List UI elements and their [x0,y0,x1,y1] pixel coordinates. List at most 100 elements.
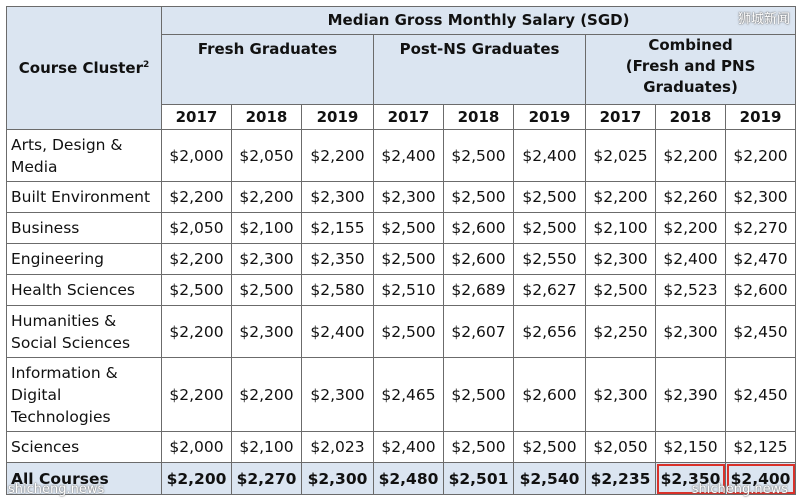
course-cluster-line: Social Sciences [11,333,131,352]
salary-cell: $2,300 [655,305,726,358]
salary-cell: $2,500 [513,431,586,463]
total-salary-cell: $2,480 [373,462,444,495]
salary-cell: $2,270 [724,212,797,244]
salary-cell: $2,500 [373,243,444,275]
course-cluster-line: Arts, Design & [11,135,123,154]
table-title: Median Gross Monthly Salary (SGD) [160,6,797,35]
salary-cell: $2,200 [161,243,232,275]
salary-cell: $2,300 [585,357,656,432]
salary-cell: $2,500 [373,212,444,244]
table-row: Sciences $2,000 $2,100 $2,023 $2,400 $2,500 $2… [6,431,797,463]
combined-line: Combined [648,36,733,54]
salary-cell: $2,300 [301,357,374,432]
salary-cell: $2,200 [724,129,797,182]
table-body: Arts, Design & Media $2,000 $2,050 $2,200 $2,… [6,129,797,495]
table-row: Arts, Design & Media $2,000 $2,050 $2,200 $2,… [6,129,797,182]
year-header: 2019 [513,104,586,130]
group-header-post-ns: Post-NS Graduates [373,34,586,105]
course-cluster-line: Media [11,157,58,176]
course-cluster-cell: Sciences [6,431,162,463]
salary-cell: $2,200 [161,305,232,358]
course-cluster-header: Course Cluster2 [6,6,162,130]
course-cluster-cell: Engineering [6,243,162,275]
total-salary-cell: $2,200 [161,462,232,495]
salary-cell: $2,300 [301,181,374,213]
salary-cell: $2,500 [231,274,302,306]
course-cluster-cell: Built Environment [6,181,162,213]
salary-cell: $2,025 [585,129,656,182]
salary-cell: $2,400 [373,431,444,463]
watermark-bottom-right: shicheng.news [691,482,788,497]
course-cluster-line: Business [11,219,80,237]
salary-cell: $2,607 [443,305,514,358]
course-cluster-line: Built Environment [11,188,151,206]
combined-line: (Fresh and PNS [625,57,756,75]
salary-cell: $2,500 [513,212,586,244]
watermark-bottom-left: shicheng.news [8,482,105,497]
salary-cell: $2,050 [231,129,302,182]
course-cluster-label: Course Cluster [18,59,143,77]
course-cluster-line: Humanities & [11,311,117,330]
salary-cell: $2,200 [231,357,302,432]
total-salary-cell: $2,501 [443,462,514,495]
footnote-marker: 2 [142,60,150,70]
watermark-top-right: 狮城新闻 [737,12,790,27]
salary-cell: $2,500 [161,274,232,306]
salary-cell: $2,250 [585,305,656,358]
salary-cell: $2,150 [655,431,726,463]
salary-cell: $2,300 [231,243,302,275]
salary-cell: $2,500 [585,274,656,306]
salary-cell: $2,200 [655,129,726,182]
total-label: All Courses [6,462,162,495]
salary-cell: $2,200 [655,212,726,244]
salary-cell: $2,500 [443,431,514,463]
salary-cell: $2,200 [585,181,656,213]
table-row: Humanities & Social Sciences $2,200 $2,300 $… [6,305,797,358]
salary-cell: $2,155 [301,212,374,244]
table-row: Business $2,050 $2,100 $2,155 $2,500 $2,600 $2… [6,212,797,244]
salary-cell: $2,470 [724,243,797,275]
salary-table: Course Cluster2 Median Gross Monthly Sal… [6,6,797,495]
year-header: 2017 [373,104,444,130]
table-row: Health Sciences $2,500 $2,500 $2,580 $2,510 $… [6,274,797,306]
salary-cell: $2,450 [724,305,797,358]
salary-cell: $2,500 [373,305,444,358]
salary-cell: $2,580 [301,274,374,306]
salary-cell: $2,200 [301,129,374,182]
salary-cell: $2,200 [161,357,232,432]
combined-line: Graduates) [643,78,738,96]
salary-cell: $2,465 [373,357,444,432]
course-cluster-cell: Arts, Design & Media [6,129,162,182]
total-salary-cell: $2,270 [231,462,302,495]
salary-cell: $2,627 [513,274,586,306]
salary-cell: $2,600 [443,212,514,244]
salary-cell: $2,390 [655,357,726,432]
salary-cell: $2,200 [161,181,232,213]
salary-cell: $2,600 [513,357,586,432]
salary-cell: $2,500 [443,357,514,432]
salary-cell: $2,200 [231,181,302,213]
group-header-combined: Combined (Fresh and PNS Graduates) [584,34,797,105]
salary-cell: $2,510 [373,274,444,306]
salary-cell: $2,400 [655,243,726,275]
salary-cell: $2,260 [655,181,726,213]
salary-cell: $2,023 [301,431,374,463]
course-cluster-line: Health Sciences [11,281,135,299]
course-cluster-cell: Humanities & Social Sciences [6,305,162,358]
salary-cell: $2,050 [161,212,232,244]
year-header: 2017 [161,104,232,130]
course-cluster-line: Information & [11,363,118,382]
salary-cell: $2,500 [443,181,514,213]
salary-cell: $2,600 [724,274,797,306]
total-salary-cell: $2,235 [585,462,656,495]
salary-cell: $2,523 [655,274,726,306]
salary-cell: $2,300 [585,243,656,275]
year-header: 2017 [585,104,656,130]
course-cluster-cell: Business [6,212,162,244]
salary-cell: $2,400 [301,305,374,358]
salary-cell: $2,300 [724,181,797,213]
salary-cell: $2,100 [585,212,656,244]
year-header: 2018 [655,104,726,130]
salary-cell: $2,500 [513,181,586,213]
salary-cell: $2,050 [585,431,656,463]
